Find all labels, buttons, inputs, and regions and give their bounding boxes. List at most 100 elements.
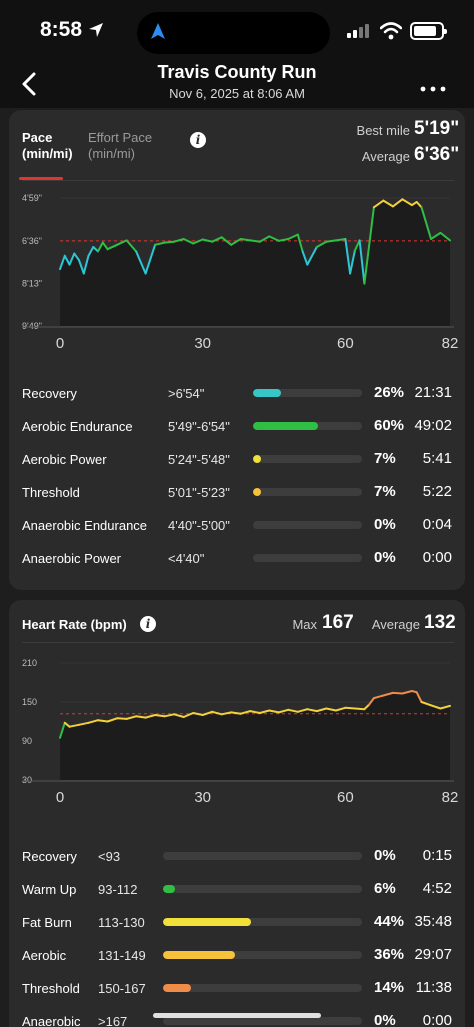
pace-chart-line-segment xyxy=(439,231,451,242)
hr-zone-row: Threshold 150-167 14% 11:38 xyxy=(0,979,474,999)
tab-effort-pace[interactable]: Effort Pace (min/mi) xyxy=(88,130,152,162)
pace-chart-line-segment xyxy=(182,238,195,245)
pace-zone-range: <4'40" xyxy=(168,551,205,566)
hr-zone-bar-fill xyxy=(163,885,175,893)
pace-chart-area xyxy=(60,199,450,326)
pace-chart-line-segment xyxy=(101,241,109,251)
more-options-icon[interactable] xyxy=(418,68,448,94)
pace-chart-line-segment xyxy=(420,206,432,240)
hr-zone-row: Aerobic 131-149 36% 29:07 xyxy=(0,946,474,966)
hr-zone-row: Fat Burn 113-130 44% 35:48 xyxy=(0,913,474,933)
back-chevron-icon[interactable] xyxy=(18,70,42,98)
pace-zone-range: 5'24"-5'48" xyxy=(168,452,230,467)
hr-zone-percent: 36% xyxy=(374,946,405,963)
hr-zone-duration: 0:15 xyxy=(422,847,452,864)
pace-zone-duration: 5:22 xyxy=(422,483,452,500)
pace-chart-line-segment xyxy=(82,254,90,275)
pace-chart-line-segment xyxy=(372,199,385,209)
navigation-icon xyxy=(151,23,165,39)
pace-zone-name: Aerobic Endurance xyxy=(22,419,133,434)
average-pace-label: Average xyxy=(361,149,410,164)
hr-zone-row: Recovery <93 0% 0:15 xyxy=(0,847,474,867)
pace-zone-bar xyxy=(253,488,362,496)
pace-zone-bar xyxy=(253,554,362,562)
pace-chart-y-tick-label: 4'59" xyxy=(22,193,42,203)
location-arrow-icon xyxy=(89,23,103,37)
hr-chart-line-segment xyxy=(116,717,128,720)
pace-chart-line-segment xyxy=(211,236,223,243)
hr-chart-line-segment xyxy=(420,701,432,707)
pace-zone-duration: 5:41 xyxy=(422,450,452,467)
heart-rate-card-divider xyxy=(22,642,454,643)
hr-chart-line-segment xyxy=(353,707,366,711)
hr-zone-duration: 29:07 xyxy=(414,946,452,963)
pace-chart-y-tick-label: 8'13" xyxy=(22,279,42,289)
hr-chart-line-segment xyxy=(315,707,328,713)
hr-zone-bar xyxy=(163,1017,362,1025)
pace-zone-percent: 26% xyxy=(374,384,405,401)
pace-chart-line-segment xyxy=(220,236,233,246)
average-pace-value: 6'36" xyxy=(414,144,460,165)
hr-chart-line-segment xyxy=(63,721,71,728)
hr-chart-line-segment xyxy=(415,691,423,703)
pace-chart-line-segment xyxy=(277,238,290,242)
hr-chart-line-segment xyxy=(268,709,280,714)
hr-chart-line-segment xyxy=(368,697,375,706)
activity-datetime: Nov 6, 2025 at 8:06 AM xyxy=(169,86,305,101)
pace-zone-name: Anaerobic Power xyxy=(22,551,121,566)
hr-chart-line-segment xyxy=(106,717,119,723)
hr-chart-line-segment xyxy=(173,713,185,718)
hr-chart-y-tick-label: 150 xyxy=(22,697,37,707)
pace-chart-x-tick-label: 82 xyxy=(442,335,459,352)
hr-zone-bar xyxy=(163,852,362,860)
hr-zone-duration: 11:38 xyxy=(415,979,452,996)
average-hr-value: 132 xyxy=(424,612,456,633)
pace-zone-range: 5'01"-5'23" xyxy=(168,485,230,500)
pace-chart-line-segment xyxy=(201,238,214,243)
pace-zone-duration: 0:00 xyxy=(422,549,452,566)
pace-chart-line-segment xyxy=(125,239,138,253)
hr-zone-range: 113-130 xyxy=(98,915,145,930)
pace-chart-line-segment xyxy=(106,243,119,251)
pace-chart-line-segment xyxy=(135,250,147,275)
hr-zone-percent: 0% xyxy=(374,847,396,864)
hr-zone-range: >167 xyxy=(98,1014,128,1027)
heart-rate-info-icon[interactable]: i xyxy=(140,616,156,632)
pace-chart-line-segment xyxy=(144,243,157,275)
pace-card-divider xyxy=(22,180,454,181)
hr-chart-line-segment xyxy=(135,715,147,719)
pace-info-icon[interactable]: i xyxy=(190,132,206,148)
hr-chart-line-segment xyxy=(68,723,80,728)
hr-zone-bar xyxy=(163,984,362,992)
pace-chart-line-segment xyxy=(325,239,337,243)
pace-chart-y-tick-label: 9'49" xyxy=(22,321,42,331)
pace-chart-line-segment xyxy=(301,250,309,266)
hr-chart-line-segment xyxy=(144,714,157,719)
hr-zone-range: 131-149 xyxy=(98,948,146,963)
hr-zone-range: 150-167 xyxy=(98,981,146,996)
hr-zone-name: Threshold xyxy=(22,981,80,996)
pace-chart-line-segment xyxy=(116,239,128,246)
hr-zone-bar xyxy=(163,918,362,926)
hr-chart-line-segment xyxy=(296,708,309,713)
tab-effort-pace-label-line1: Effort Pace xyxy=(88,130,153,145)
hr-zone-duration: 0:00 xyxy=(422,1012,452,1027)
hr-chart-area xyxy=(60,691,450,780)
pace-zone-percent: 7% xyxy=(374,450,396,467)
average-hr-label: Average xyxy=(371,617,420,632)
pace-chart-line-segment xyxy=(334,238,347,242)
pace-zone-name: Anaerobic Endurance xyxy=(22,518,148,533)
tab-pace[interactable]: Pace (min/mi) xyxy=(22,130,73,162)
pace-chart-line-segment xyxy=(296,233,304,253)
pace-zone-bar xyxy=(253,422,362,430)
hr-chart-x-tick-label: 82 xyxy=(442,789,459,806)
heart-rate-title: Heart Rate (bpm) xyxy=(22,617,127,632)
pace-zone-bar-fill xyxy=(253,389,282,397)
pace-chart-line-segment xyxy=(239,238,252,242)
max-hr-label: Max xyxy=(292,617,317,632)
hr-chart-line-segment xyxy=(306,708,318,713)
pace-zone-row: Anaerobic Endurance 4'40"-5'00" 0% 0:04 xyxy=(0,516,474,536)
best-mile-value: 5'19" xyxy=(414,118,460,139)
hr-chart-line-segment xyxy=(439,704,451,710)
pace-chart-line-segment xyxy=(97,241,104,253)
